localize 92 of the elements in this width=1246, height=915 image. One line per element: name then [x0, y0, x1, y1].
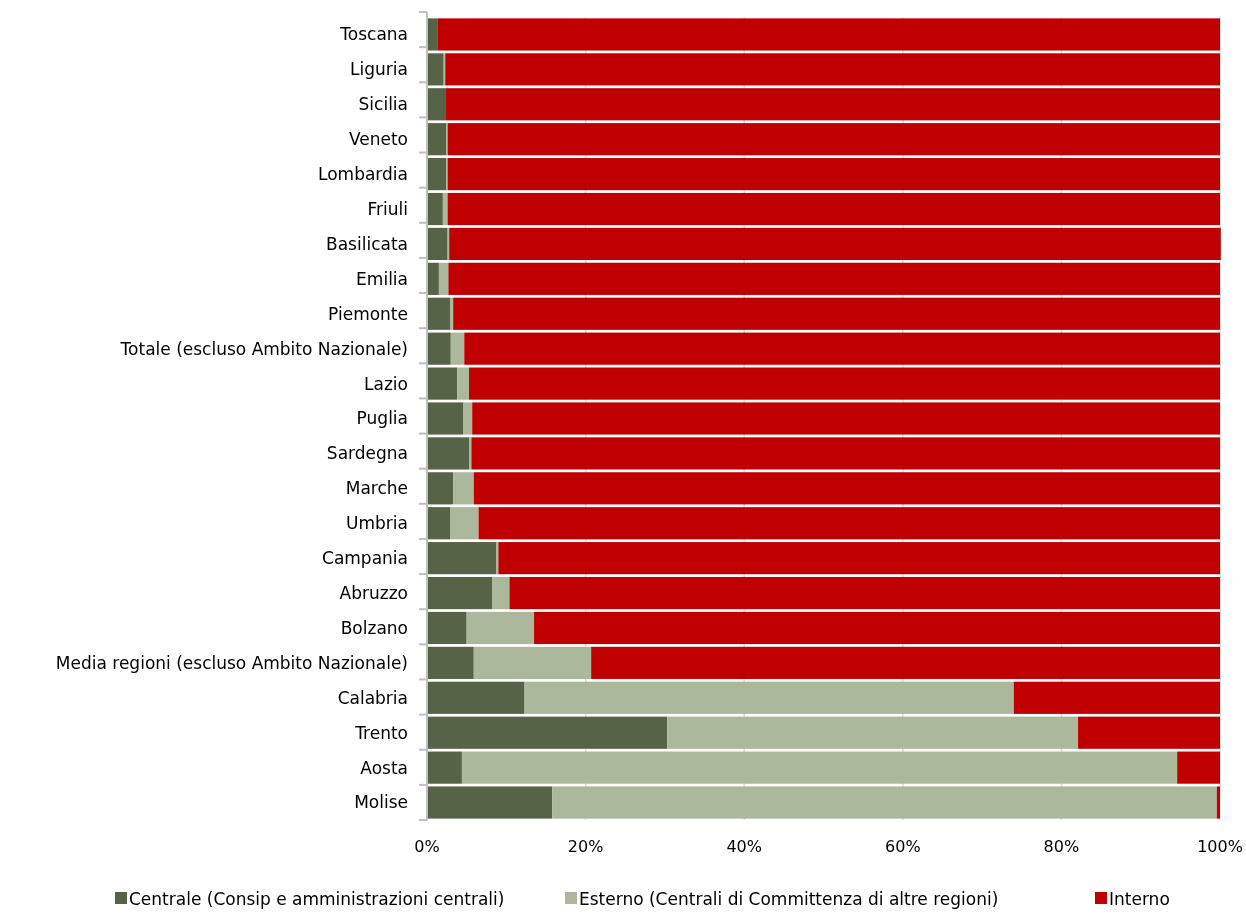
y-tick-label: Molise [354, 792, 408, 813]
bar [461, 751, 1178, 784]
y-tick-label: Aosta [360, 757, 408, 778]
bar [473, 472, 1220, 505]
x-tick-label: 80% [1043, 837, 1080, 856]
bar [446, 88, 1220, 121]
bar [427, 297, 450, 330]
bar [427, 402, 464, 435]
bar [478, 507, 1220, 540]
legend-label: Centrale (Consip e amministrazioni centrali) [129, 889, 505, 909]
y-tick-label: Friuli [367, 198, 408, 219]
bar [427, 437, 470, 470]
bar [457, 367, 470, 400]
bar [591, 646, 1220, 679]
bar [498, 542, 1220, 575]
y-tick-label: Veneto [348, 129, 408, 150]
bar [427, 646, 474, 679]
bar [464, 332, 1220, 365]
y-tick-label: Lazio [364, 373, 408, 394]
bar [1013, 681, 1220, 714]
y-tick-label: Liguria [350, 59, 408, 80]
legend-label: Interno [1109, 889, 1170, 909]
bar [427, 786, 553, 819]
bar [427, 576, 493, 610]
bar [427, 751, 462, 784]
x-tick-label: 100% [1197, 837, 1243, 856]
bar [449, 227, 1221, 261]
bar [524, 681, 1014, 714]
bar [445, 53, 1220, 86]
bar [427, 262, 439, 295]
x-tick-label: 60% [885, 837, 921, 856]
bar [463, 402, 473, 435]
bar [1078, 716, 1220, 749]
y-tick-label: Toscana [339, 24, 408, 45]
y-tick-label: Calabria [337, 687, 408, 708]
bar [453, 472, 474, 505]
bar [427, 611, 467, 645]
bar [438, 262, 449, 295]
bar [472, 402, 1220, 435]
y-tick-label: Emilia [356, 268, 408, 289]
bar [448, 262, 1220, 295]
bar [492, 576, 510, 610]
y-tick-label: Puglia [356, 408, 408, 429]
y-tick-label: Abruzzo [339, 583, 408, 604]
bar [667, 716, 1079, 749]
bar [427, 158, 447, 191]
bar [427, 123, 447, 156]
bar [437, 18, 1220, 51]
bar [427, 192, 443, 226]
bar [427, 227, 448, 261]
bar [427, 681, 525, 714]
bar [447, 192, 1220, 226]
y-tick-label: Campania [322, 548, 408, 569]
y-tick-label: Trento [354, 722, 408, 743]
bar [450, 507, 479, 540]
bar [447, 123, 1220, 156]
bar [473, 646, 592, 679]
y-tick-label: Media regioni (escluso Ambito Nazionale) [55, 652, 408, 673]
bar [427, 472, 454, 505]
bar [509, 576, 1220, 610]
y-tick-label: Basilicata [326, 233, 408, 254]
bar [450, 297, 454, 330]
bar [1216, 786, 1220, 819]
x-tick-label: 0% [414, 837, 440, 856]
y-tick-label: Lombardia [318, 164, 408, 185]
x-tick-label: 20% [567, 837, 604, 856]
bar [534, 611, 1220, 645]
bar [466, 611, 535, 645]
x-tick-label: 40% [726, 837, 762, 856]
y-tick-label: Sardegna [326, 443, 408, 464]
bar [427, 53, 444, 86]
y-tick-label: Umbria [346, 513, 408, 534]
y-tick-label: Bolzano [340, 617, 408, 638]
bar [442, 192, 448, 226]
bar [427, 507, 450, 540]
bar [427, 332, 451, 365]
y-tick-label: Sicilia [358, 94, 408, 115]
legend-label: Esterno (Centrali di Committenza di altre regioni) [579, 889, 999, 909]
bar [1177, 751, 1220, 784]
bar [427, 542, 496, 575]
bar [447, 158, 1220, 191]
bar [427, 88, 447, 121]
bar [427, 367, 458, 400]
bar [450, 332, 465, 365]
y-tick-label: Piemonte [328, 303, 408, 324]
bar [427, 716, 668, 749]
bar [552, 786, 1217, 819]
bar [471, 437, 1220, 470]
y-tick-label: Marche [345, 478, 408, 499]
y-tick-label: Totale (escluso Ambito Nazionale) [119, 338, 408, 359]
bar [469, 367, 1220, 400]
bar [453, 297, 1220, 330]
